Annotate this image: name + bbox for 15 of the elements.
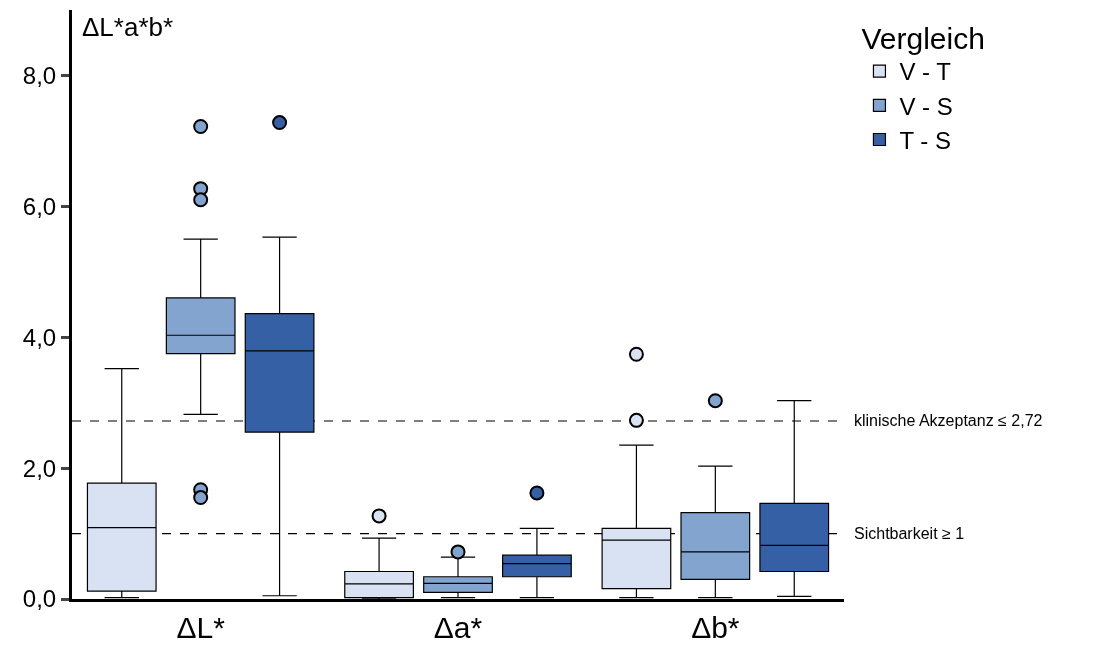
- y-tick-label: 8,0: [22, 61, 57, 89]
- ref-line-label: Sichtbarkeit ≥ 1: [854, 525, 965, 542]
- legend-label: V - S: [899, 92, 953, 120]
- legend-label: T - S: [899, 126, 951, 154]
- y-axis-title: ΔL*a*b*: [82, 12, 174, 42]
- legend-title: Vergleich: [861, 22, 985, 55]
- legend-label: V - T: [899, 58, 952, 86]
- y-tick-label: 2,0: [22, 454, 57, 482]
- y-tick-label: 6,0: [22, 192, 57, 220]
- x-tick-label: Δb*: [691, 611, 740, 644]
- x-tick-label: ΔL*: [176, 611, 226, 644]
- ref-line-label: klinische Akzeptanz ≤ 2,72: [854, 412, 1043, 429]
- x-tick-label: Δa*: [433, 611, 483, 644]
- y-tick-label: 0,0: [22, 585, 57, 613]
- y-tick-label: 4,0: [22, 323, 57, 351]
